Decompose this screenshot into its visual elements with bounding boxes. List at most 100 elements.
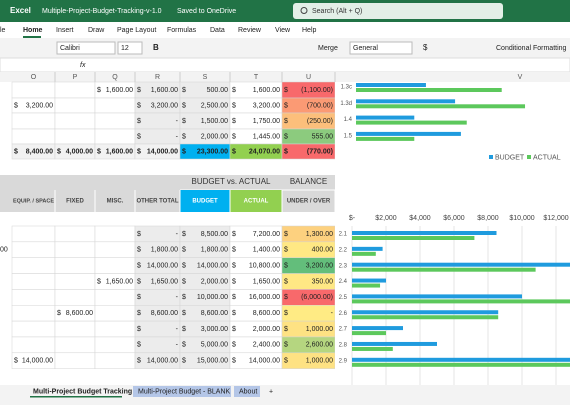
merge-button[interactable]: Merge: [318, 45, 338, 52]
menu-item[interactable]: le: [0, 27, 6, 34]
cell-amount: (770.00): [307, 148, 333, 155]
cell-currency: $: [284, 247, 288, 254]
currency-button[interactable]: $: [423, 43, 428, 52]
cell-amount: 1,650.00: [106, 278, 133, 285]
cell-amount: 7,200.00: [253, 231, 280, 238]
cell: [94, 352, 136, 369]
font-box[interactable]: [56, 41, 116, 55]
bold-button[interactable]: B: [153, 43, 159, 52]
cell-amount: 1,445.00: [253, 133, 280, 140]
category-label: 2.2: [339, 247, 348, 253]
column-letter: O: [31, 74, 37, 81]
bar: [352, 310, 499, 315]
cell-currency: $: [284, 262, 288, 269]
cell-amount: 14,000.00: [147, 358, 178, 365]
sheet-tab[interactable]: Multi-Project Budget - BLANK: [138, 388, 231, 395]
category-label: 2.4: [339, 279, 348, 285]
bar: [356, 88, 502, 92]
menu-item[interactable]: Insert: [56, 27, 74, 34]
cell-currency: $: [182, 342, 186, 349]
cell: [11, 273, 56, 290]
column-header: BUDGET: [192, 199, 218, 205]
sheet-tab-bg[interactable]: [234, 386, 260, 397]
bar: [356, 83, 426, 87]
bar: [356, 136, 415, 141]
cell-amount: (6,000.00): [301, 294, 333, 301]
cell: [94, 225, 136, 243]
cell: [94, 241, 136, 258]
cell-currency: $: [97, 148, 101, 155]
bar: [352, 299, 570, 304]
font-size[interactable]: 12: [121, 45, 129, 52]
cell-currency: $: [182, 294, 186, 301]
cell-currency: $: [137, 133, 141, 140]
cell-amount: 1,300.00: [306, 231, 333, 238]
cell-amount: (250.00): [307, 118, 333, 125]
number-format[interactable]: General: [353, 45, 378, 52]
font-name[interactable]: Calibri: [60, 45, 80, 52]
cell-currency: $: [232, 326, 236, 333]
cell-amount: 14,000.00: [22, 358, 53, 365]
clipped-cell: 00: [0, 247, 8, 254]
cell-amount: 2,400.00: [253, 342, 280, 349]
search-box[interactable]: [293, 3, 503, 19]
menu-item[interactable]: Review: [238, 27, 262, 34]
sheet-tab[interactable]: Multi-Project Budget Tracking: [33, 388, 132, 395]
cell: [11, 336, 56, 354]
cell-amount: 350.00: [312, 278, 334, 285]
cell-currency: $: [182, 262, 186, 269]
cell-amount: 14,000.00: [147, 262, 178, 269]
menu-item[interactable]: Draw: [88, 27, 105, 34]
menu-item[interactable]: Formulas: [167, 27, 197, 34]
cell: [54, 273, 96, 290]
cell-currency: $: [232, 247, 236, 254]
menu-item[interactable]: Home: [23, 27, 43, 34]
cell: [54, 336, 96, 354]
file-name[interactable]: Multiple-Project-Budget-Tracking-v-1.0: [42, 8, 162, 15]
x-tick-label: $-: [349, 215, 356, 222]
x-tick-label: $2,000: [375, 215, 397, 222]
menu-item[interactable]: Page Layout: [117, 27, 156, 34]
sheet-tab[interactable]: +: [269, 388, 273, 395]
cell: [94, 97, 136, 114]
cell-amount: 2,000.00: [201, 133, 228, 140]
column-letter: V: [518, 74, 523, 81]
cell-currency: $: [232, 87, 236, 94]
category-label: 1.3d: [340, 101, 352, 107]
cell-currency: $: [137, 247, 141, 254]
formula-bar: [0, 57, 570, 73]
cell-currency: $: [284, 102, 288, 109]
column-letter: U: [306, 74, 311, 81]
cell-amount: 14,000.00: [147, 148, 178, 155]
menu-item[interactable]: View: [275, 27, 291, 34]
cell-currency: $: [137, 278, 141, 285]
cell-currency: $: [284, 118, 288, 125]
cell-currency: $: [284, 231, 288, 238]
cell: [134, 112, 181, 130]
cell-amount: 8,400.00: [26, 148, 53, 155]
cell-currency: $: [182, 247, 186, 254]
sheet-tab-bg[interactable]: [133, 386, 231, 397]
cell-amount: 8,600.00: [66, 310, 93, 317]
cell-currency: $: [57, 148, 61, 155]
size-box[interactable]: [117, 41, 143, 55]
column-letter: T: [254, 74, 259, 81]
cell-amount: -: [176, 133, 179, 140]
search-icon: [300, 7, 308, 14]
cell-amount: (1,100.00): [301, 87, 333, 94]
cell-amount: 1,800.00: [151, 247, 178, 254]
sheet-tab[interactable]: About: [239, 388, 257, 395]
menu-item[interactable]: Data: [210, 27, 225, 34]
cell-currency: $: [137, 294, 141, 301]
cell-currency: $: [284, 326, 288, 333]
cell-currency: $: [284, 310, 288, 317]
cell-amount: 16,000.00: [249, 294, 280, 301]
cell-currency: $: [137, 342, 141, 349]
cell-amount: 2,500.00: [201, 102, 228, 109]
column-header: ACTUAL: [244, 199, 269, 205]
format-box[interactable]: [349, 41, 413, 55]
menu-item[interactable]: Help: [302, 27, 317, 34]
conditional-formatting[interactable]: Conditional Formatting: [496, 45, 567, 52]
